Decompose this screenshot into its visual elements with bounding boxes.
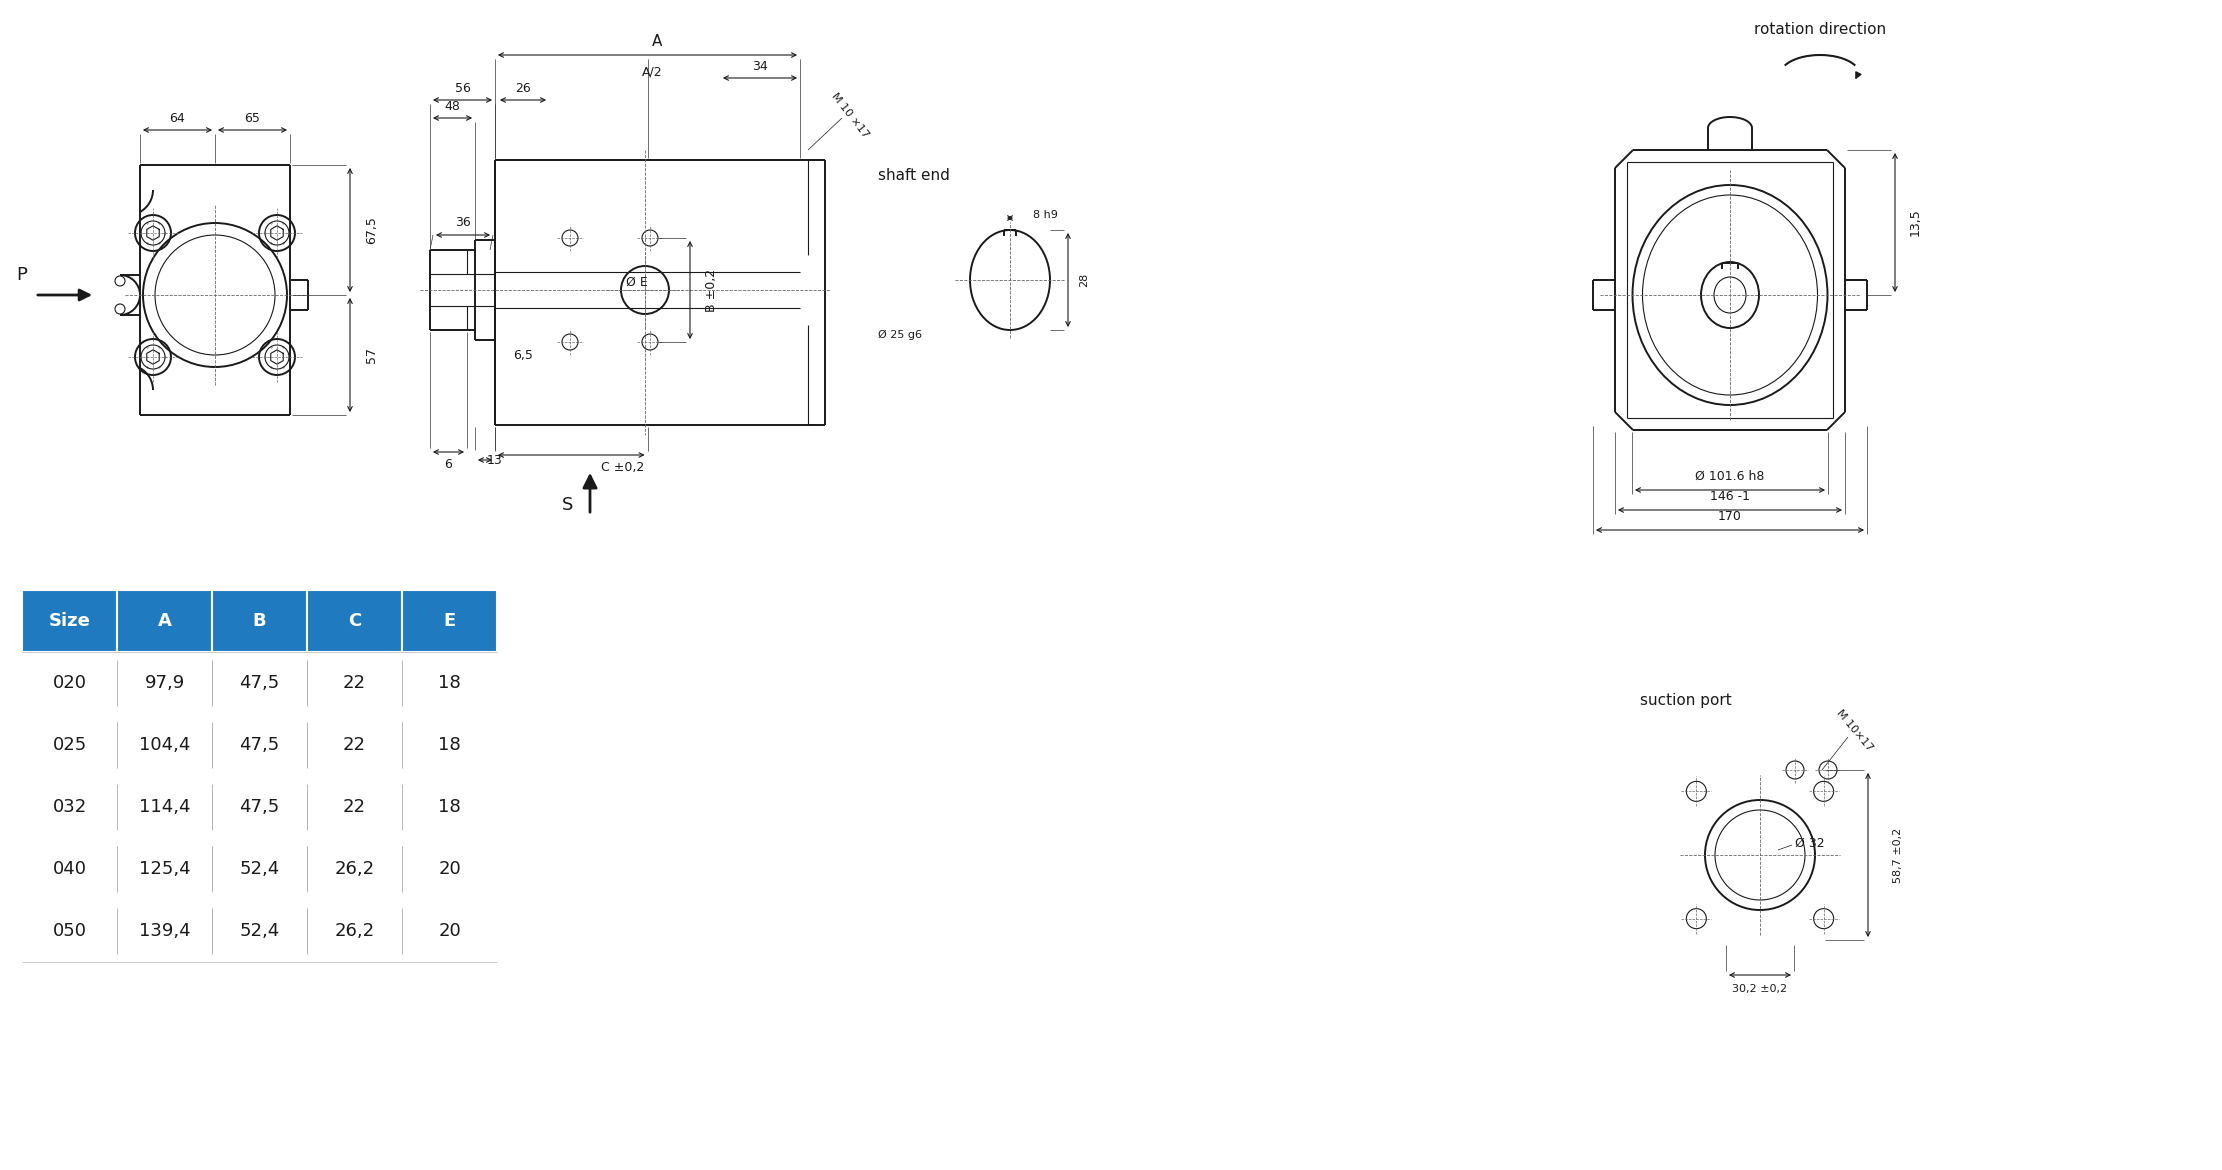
Text: 36: 36 <box>456 216 471 229</box>
Text: 18: 18 <box>438 736 460 753</box>
Text: 65: 65 <box>244 111 260 124</box>
Text: 020: 020 <box>53 674 87 691</box>
Text: 28: 28 <box>1080 273 1089 287</box>
Text: 050: 050 <box>53 922 87 940</box>
Text: 26,2: 26,2 <box>336 860 376 878</box>
Bar <box>307 590 402 652</box>
Text: 032: 032 <box>53 798 87 815</box>
Text: 170: 170 <box>1718 509 1742 523</box>
Text: Ø 32: Ø 32 <box>1795 837 1824 849</box>
Text: 20: 20 <box>438 922 460 940</box>
Text: 040: 040 <box>53 860 87 878</box>
Text: 025: 025 <box>53 736 87 753</box>
Text: 34: 34 <box>751 60 769 73</box>
Text: 18: 18 <box>438 674 460 691</box>
Text: 52,4: 52,4 <box>240 922 280 940</box>
Text: M 10 ×17: M 10 ×17 <box>829 90 871 139</box>
Text: C: C <box>349 612 362 629</box>
Text: P: P <box>16 266 27 284</box>
Text: 22: 22 <box>342 736 367 753</box>
Text: A: A <box>653 34 662 49</box>
Text: B: B <box>253 612 267 629</box>
Text: 57: 57 <box>364 347 378 363</box>
Text: 97,9: 97,9 <box>144 674 184 691</box>
Text: B ±0,2: B ±0,2 <box>707 268 718 311</box>
Text: 139,4: 139,4 <box>138 922 191 940</box>
Text: rotation direction: rotation direction <box>1753 22 1886 37</box>
Text: Ø E: Ø E <box>627 275 649 289</box>
Text: E: E <box>444 612 456 629</box>
Text: Ø 101.6 h8: Ø 101.6 h8 <box>1695 469 1764 482</box>
Text: Size: Size <box>49 612 91 629</box>
Text: Ø 25 g6: Ø 25 g6 <box>878 330 922 340</box>
Text: 47,5: 47,5 <box>240 798 280 815</box>
Text: 114,4: 114,4 <box>138 798 191 815</box>
Text: 13: 13 <box>487 454 502 467</box>
Text: suction port: suction port <box>1640 693 1731 708</box>
Text: 58,7 ±0,2: 58,7 ±0,2 <box>1893 827 1902 882</box>
Text: 47,5: 47,5 <box>240 736 280 753</box>
Text: 52,4: 52,4 <box>240 860 280 878</box>
Text: 18: 18 <box>438 798 460 815</box>
Text: 104,4: 104,4 <box>138 736 191 753</box>
Bar <box>118 590 211 652</box>
Text: 146 -1: 146 -1 <box>1711 489 1751 502</box>
Bar <box>22 590 118 652</box>
Text: A/2: A/2 <box>642 66 662 78</box>
Text: 125,4: 125,4 <box>138 860 191 878</box>
Text: 30,2 ±0,2: 30,2 ±0,2 <box>1733 984 1786 994</box>
Text: 20: 20 <box>438 860 460 878</box>
Text: 6: 6 <box>444 459 453 472</box>
Text: M 10×17: M 10×17 <box>1835 708 1875 752</box>
Text: 67,5: 67,5 <box>364 216 378 243</box>
Text: shaft end: shaft end <box>878 167 949 183</box>
Bar <box>211 590 307 652</box>
Text: 8 h9: 8 h9 <box>1033 209 1058 220</box>
Bar <box>402 590 498 652</box>
Text: 22: 22 <box>342 798 367 815</box>
Text: 26,2: 26,2 <box>336 922 376 940</box>
Text: 13,5: 13,5 <box>1909 208 1922 236</box>
Text: 6,5: 6,5 <box>513 350 533 363</box>
Text: C ±0,2: C ±0,2 <box>600 461 644 475</box>
Text: 48: 48 <box>444 99 460 112</box>
Text: 22: 22 <box>342 674 367 691</box>
Text: 64: 64 <box>169 111 184 124</box>
Text: 56: 56 <box>456 82 471 95</box>
Text: A: A <box>158 612 171 629</box>
Text: 26: 26 <box>516 82 531 95</box>
Text: 47,5: 47,5 <box>240 674 280 691</box>
Text: S: S <box>562 496 573 514</box>
